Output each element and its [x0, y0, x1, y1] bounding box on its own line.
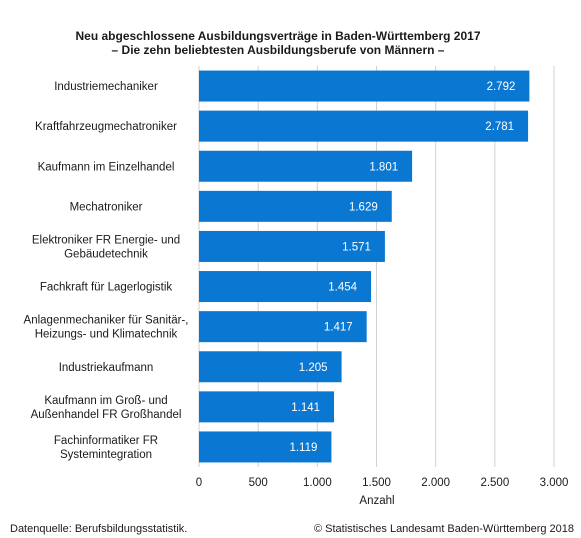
bar-value-label: 1.417	[324, 322, 353, 334]
bar	[199, 391, 335, 423]
category-label-line: Elektroniker FR Energie- und	[32, 234, 180, 246]
bar	[199, 190, 392, 222]
bar	[199, 230, 385, 262]
category-label: Kaufmann im Einzelhandel	[38, 161, 175, 173]
category-label: Kraftfahrzeugmechatroniker	[35, 121, 177, 133]
category-label-line: Fachinformatiker FR	[54, 435, 158, 447]
category-label: Fachkraft für Lagerlogistik	[40, 282, 173, 294]
bar	[199, 150, 413, 182]
category-label: Elektroniker FR Energie- und Gebäudetechn…	[32, 234, 180, 260]
bar	[199, 431, 332, 463]
x-tick-label: 0	[196, 477, 202, 489]
category-label-line: Anlagenmechaniker für Sanitär-,	[24, 315, 189, 327]
category-label-line: Kaufmann im Groß- und	[44, 395, 167, 407]
category-label-line: Fachkraft für Lagerlogistik	[40, 282, 173, 294]
category-label-line: Systemintegration	[60, 449, 152, 461]
bar-value-label: 1.801	[369, 161, 398, 173]
category-label-line: Außenhandel FR Großhandel	[31, 409, 182, 421]
bar-value-label: 1.454	[328, 282, 357, 294]
source-note: Datenquelle: Berufsbildungsstatistik.	[10, 523, 187, 535]
chart-title: Neu abgeschlossene Ausbildungsverträge i…	[76, 29, 481, 43]
bar-value-label: 1.119	[289, 442, 317, 454]
bar	[199, 70, 530, 102]
category-label-line: Industriemechaniker	[54, 81, 158, 93]
x-tick-label: 1.000	[303, 477, 332, 489]
bar	[199, 351, 342, 383]
x-tick-labels: 0 500 1.000 1.500 2.000 2.500 3.000	[196, 477, 569, 489]
copyright-note: © Statistisches Landesamt Baden-Württemb…	[314, 523, 574, 535]
category-label-line: Gebäudetechnik	[64, 248, 148, 260]
category-label-line: Heizungs- und Klimatechnik	[35, 329, 178, 341]
category-label: Kaufmann im Groß- und Außenhandel FR Groß…	[31, 395, 182, 421]
x-tick-label: 500	[249, 477, 268, 489]
category-label-line: Kaufmann im Einzelhandel	[38, 161, 175, 173]
x-tick-label: 1.500	[362, 477, 391, 489]
category-label: Fachinformatiker FR Systemintegration	[54, 435, 158, 461]
category-label-line: Industriekaufmann	[59, 362, 154, 374]
category-labels: Industriemechaniker Kraftfahrzeugmechatro…	[24, 81, 189, 461]
bar-value-label: 1.141	[291, 402, 320, 414]
bar-value-label: 2.792	[487, 81, 516, 93]
bar-value-label: 1.629	[349, 201, 378, 213]
bar	[199, 110, 529, 142]
x-tick-label: 2.000	[421, 477, 450, 489]
x-axis-title: Anzahl	[359, 495, 394, 507]
bar	[199, 271, 372, 303]
bar-value-label: 2.781	[485, 121, 514, 133]
chart-subtitle: – Die zehn beliebtesten Ausbildungsberuf…	[112, 43, 445, 57]
x-tick-label: 2.500	[480, 477, 509, 489]
category-label: Industriekaufmann	[59, 362, 154, 374]
bar	[199, 311, 367, 343]
category-label-line: Kraftfahrzeugmechatroniker	[35, 121, 177, 133]
category-label: Industriemechaniker	[54, 81, 158, 93]
category-label-line: Mechatroniker	[70, 201, 143, 213]
x-tick-label: 3.000	[540, 477, 569, 489]
bars: 2.792 2.781 1.801 1.629 1.571 1.454 1.417 1.205…	[199, 70, 530, 463]
bar-value-label: 1.205	[299, 362, 328, 374]
category-label: Mechatroniker	[70, 201, 143, 213]
category-label: Anlagenmechaniker für Sanitär-, Heizungs-…	[24, 315, 189, 341]
bar-value-label: 1.571	[342, 241, 371, 253]
